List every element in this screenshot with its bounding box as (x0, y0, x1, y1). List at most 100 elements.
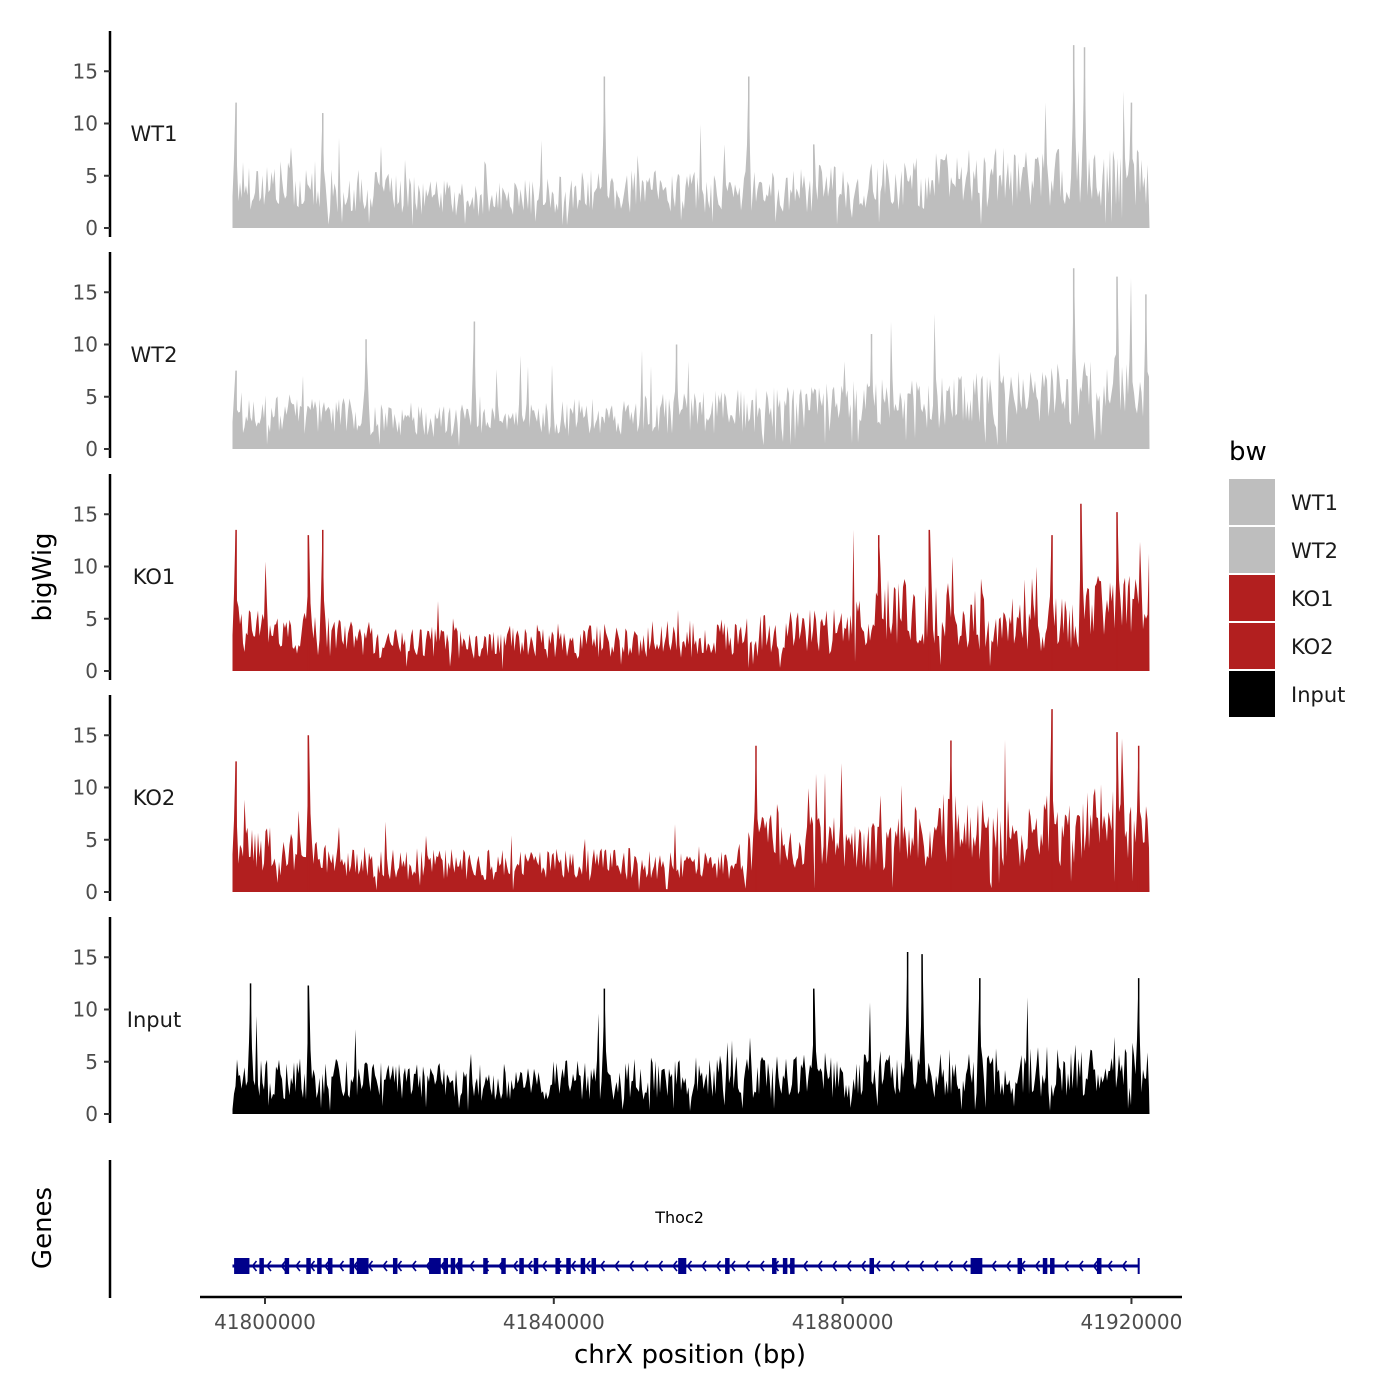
y-tick-label: 0 (85, 659, 98, 683)
strand-chevron (599, 1260, 606, 1272)
legend-swatch (1229, 575, 1275, 621)
gene-exon (450, 1258, 456, 1274)
legend-item-wt2: WT2 (1229, 527, 1338, 573)
strand-chevron (468, 1260, 475, 1272)
y-tick-label: 15 (73, 280, 98, 304)
track-ko1: 0 5 10 15 KO1 (73, 474, 1150, 683)
strand-chevron (1092, 1260, 1099, 1272)
y-tick-label: 5 (85, 607, 98, 631)
signal-area-ko1 (232, 503, 1150, 671)
strand-chevron (323, 1260, 330, 1272)
gene-exon (364, 1258, 369, 1274)
y-tick-label: 5 (85, 385, 98, 409)
strand-chevron (671, 1260, 678, 1272)
strand-chevron (1063, 1260, 1070, 1272)
strand-chevron (1077, 1260, 1084, 1272)
y-tick-label: 10 (73, 776, 98, 800)
gene-exon (782, 1258, 788, 1274)
strand-chevron (294, 1260, 301, 1272)
gene-exon (1017, 1258, 1023, 1274)
y-tick-label: 10 (73, 555, 98, 579)
x-tick-label: 41840000 (503, 1310, 605, 1334)
gene-thoc2: Thoc2 (232, 1208, 1140, 1274)
strand-chevron (1106, 1260, 1113, 1272)
gene-exon (349, 1258, 355, 1274)
strand-chevron (526, 1260, 533, 1272)
strand-chevron (990, 1260, 997, 1272)
y-tick-label: 15 (73, 723, 98, 747)
gene-exon (974, 1258, 979, 1274)
gene-exon (443, 1258, 448, 1274)
gene-exon (1050, 1258, 1055, 1274)
strand-chevron (729, 1260, 736, 1272)
y-tick-label: 5 (85, 1050, 98, 1074)
y-tick-label: 15 (73, 945, 98, 969)
strand-chevron (251, 1260, 258, 1272)
y-tick-label: 5 (85, 828, 98, 852)
track-wt1: 0 5 10 15 WT1 (73, 31, 1150, 240)
y-tick-label: 0 (85, 880, 98, 904)
gene-exon (725, 1258, 730, 1274)
genes-track: Thoc2 (108, 1160, 1140, 1298)
strand-chevron (1005, 1260, 1012, 1272)
y-tick-label: 0 (85, 216, 98, 240)
gene-exon (1096, 1258, 1102, 1274)
legend-label: Input (1291, 683, 1345, 707)
strand-chevron (845, 1260, 852, 1272)
gene-exon (244, 1258, 250, 1274)
gene-exon (678, 1258, 683, 1274)
strand-chevron (860, 1260, 867, 1272)
gene-exon (533, 1258, 539, 1274)
x-axis-title: chrX position (bp) (574, 1340, 806, 1370)
y-tick-label: 15 (73, 59, 98, 83)
strand-chevron (918, 1260, 925, 1272)
strand-chevron (700, 1260, 707, 1272)
gene-exon (317, 1258, 322, 1274)
gene-exon (259, 1258, 264, 1274)
legend-item-input: Input (1229, 671, 1345, 717)
strand-chevron (280, 1260, 287, 1272)
strand-chevron (265, 1260, 272, 1272)
gene-exon (790, 1258, 795, 1274)
track-label: WT1 (131, 122, 178, 146)
legend-swatch (1229, 479, 1275, 525)
gene-exon (237, 1258, 243, 1274)
legend-item-ko2: KO2 (1229, 623, 1334, 669)
x-tick-label: 41920000 (1081, 1310, 1183, 1334)
gene-exon (436, 1258, 441, 1274)
strand-chevron (512, 1260, 519, 1272)
strand-chevron (410, 1260, 417, 1272)
genes-axis-title: Genes (28, 1187, 58, 1269)
legend-swatch (1229, 671, 1275, 717)
legend-label: WT2 (1291, 539, 1338, 563)
gene-exon (977, 1258, 983, 1274)
strand-chevron (903, 1260, 910, 1272)
strand-chevron (947, 1260, 954, 1272)
y-tick-label: 0 (85, 1102, 98, 1126)
strand-chevron (396, 1260, 403, 1272)
gene-exon (566, 1258, 571, 1274)
gene-exon (591, 1258, 597, 1274)
gene-exon (360, 1258, 365, 1274)
gene-exon (519, 1258, 524, 1274)
gene-exon (970, 1258, 976, 1274)
x-axis: 41800000 41840000 41880000 41920000 (200, 1295, 1183, 1334)
strand-chevron (381, 1260, 388, 1272)
legend-label: WT1 (1291, 491, 1338, 515)
legend-item-wt1: WT1 (1229, 479, 1338, 525)
legend-item-ko1: KO1 (1229, 575, 1334, 621)
strand-chevron (744, 1260, 751, 1272)
signal-area-wt2 (232, 268, 1150, 449)
strand-chevron (584, 1260, 591, 1272)
gene-exon (432, 1258, 438, 1274)
track-label: WT2 (131, 343, 178, 367)
legend-title: bw (1229, 437, 1267, 467)
strand-chevron (1121, 1260, 1128, 1272)
strand-chevron (715, 1260, 722, 1272)
strand-chevron (1034, 1260, 1041, 1272)
legend-label: KO2 (1291, 635, 1334, 659)
legend-items: WT1 WT2 KO1 KO2 Input (1229, 479, 1345, 717)
strand-chevron (642, 1260, 649, 1272)
strand-chevron (338, 1260, 345, 1272)
signal-area-input (232, 952, 1150, 1114)
